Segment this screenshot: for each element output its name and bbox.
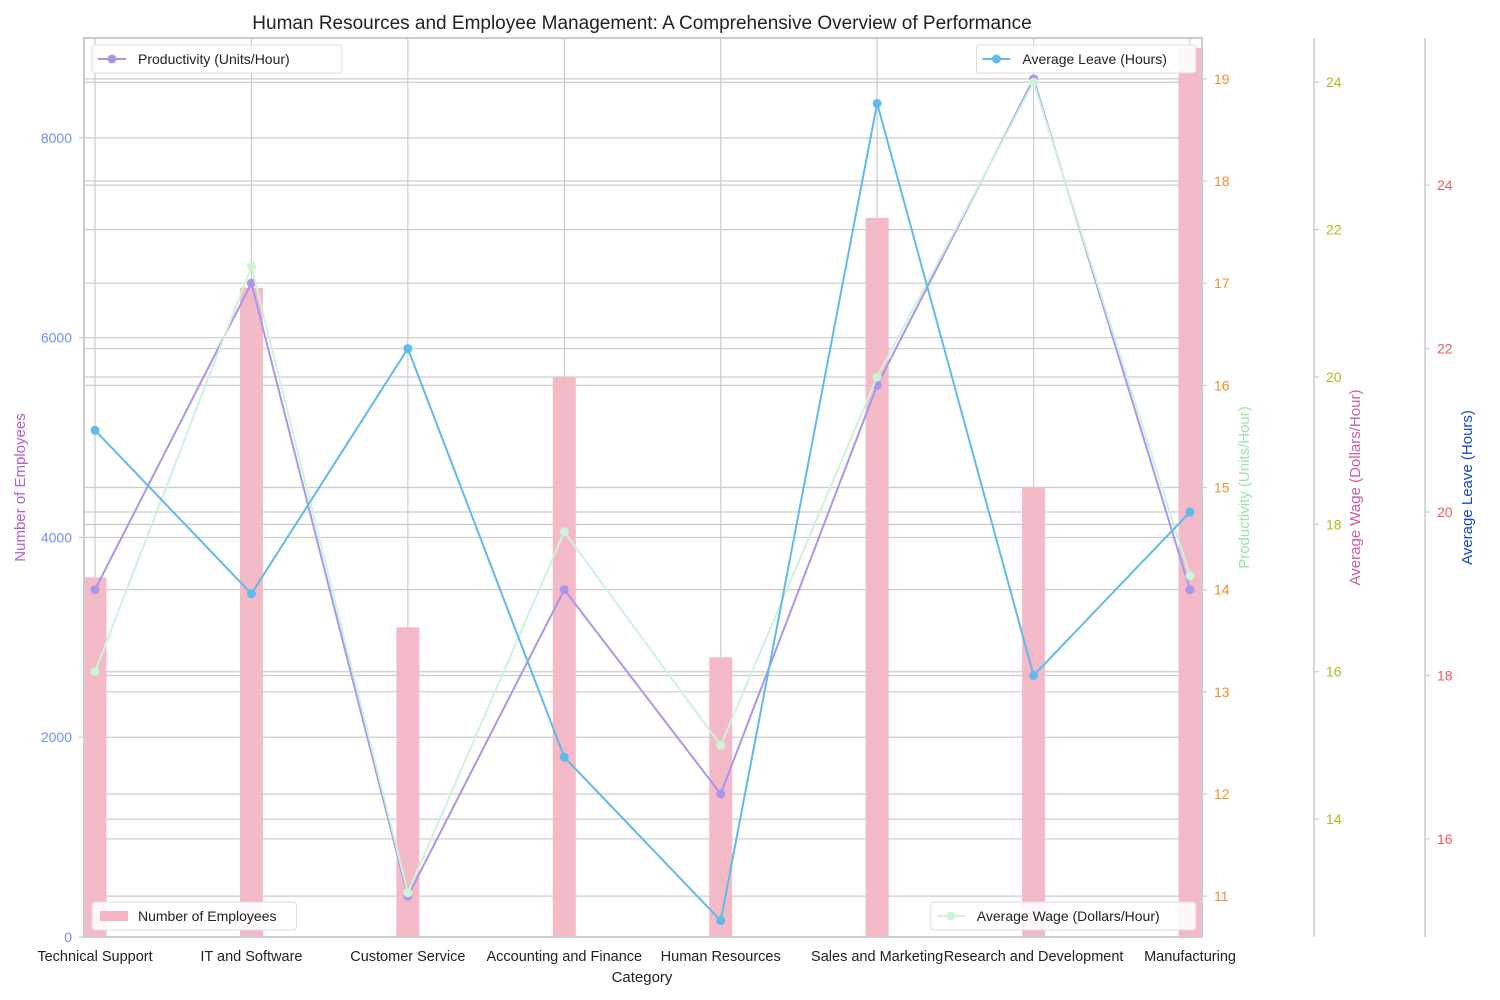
legend-frame bbox=[930, 901, 1197, 931]
data-point bbox=[1185, 507, 1195, 517]
tick-label: 16 bbox=[1214, 377, 1230, 393]
tick-label: 12 bbox=[1214, 786, 1230, 802]
tick-label: 17 bbox=[1214, 275, 1230, 291]
tick-label: 18 bbox=[1214, 173, 1230, 189]
tick-label: 20 bbox=[1437, 504, 1453, 520]
y-axis-label-employees: Number of Employees bbox=[12, 413, 29, 561]
tick-label: 4000 bbox=[41, 529, 72, 545]
tick-label: 22 bbox=[1437, 341, 1453, 357]
tick-label: 0 bbox=[64, 929, 72, 945]
data-point bbox=[716, 916, 726, 926]
data-point bbox=[246, 261, 256, 271]
legends: Productivity (Units/Hour) Average Leave (… bbox=[91, 44, 1197, 931]
y-axis-label-productivity: Productivity (Units/Hour) bbox=[1236, 406, 1253, 569]
legend-label: Productivity (Units/Hour) bbox=[138, 51, 290, 67]
x-tick-label: IT and Software bbox=[200, 949, 302, 965]
series-line bbox=[94, 79, 1191, 896]
x-tick-label: Manufacturing bbox=[1144, 949, 1236, 965]
data-point bbox=[1029, 77, 1039, 87]
tick-label: 18 bbox=[1326, 516, 1342, 532]
bar bbox=[396, 627, 420, 937]
x-tick-label: Customer Service bbox=[350, 949, 465, 965]
data-point bbox=[90, 425, 100, 435]
x-tick-label: Sales and Marketing bbox=[811, 949, 943, 965]
x-tick-label: Accounting and Finance bbox=[487, 949, 643, 965]
legend-label: Number of Employees bbox=[138, 908, 277, 924]
data-point bbox=[559, 527, 569, 537]
data-point bbox=[1029, 670, 1039, 680]
tick-label: 16 bbox=[1437, 831, 1453, 847]
line-series bbox=[90, 74, 1195, 926]
legend-bottom-left: Number of Employees bbox=[91, 901, 297, 931]
tick-label: 20 bbox=[1326, 369, 1342, 385]
tick-label: 15 bbox=[1214, 480, 1230, 496]
data-point bbox=[872, 372, 882, 382]
y-axis-label-leave: Average Leave (Hours) bbox=[1459, 410, 1476, 565]
grid-lines bbox=[84, 38, 1202, 938]
data-point bbox=[246, 589, 256, 599]
tick-label: 16 bbox=[1326, 664, 1342, 680]
x-tick-label: Technical Support bbox=[37, 949, 152, 965]
tick-label: 2000 bbox=[41, 729, 72, 745]
legend-frame bbox=[91, 44, 343, 74]
data-point bbox=[1185, 585, 1195, 595]
axes bbox=[79, 37, 1430, 938]
legend-marker bbox=[946, 911, 956, 921]
legend-marker bbox=[991, 54, 1001, 64]
bar bbox=[865, 217, 889, 938]
data-point bbox=[716, 740, 726, 750]
legend-top-right: Average Leave (Hours) bbox=[975, 44, 1197, 74]
data-point bbox=[716, 789, 726, 799]
bar bbox=[1022, 487, 1046, 937]
legend-frame bbox=[91, 901, 297, 931]
tick-label: 24 bbox=[1326, 74, 1342, 90]
legend-bottom-right: Average Wage (Dollars/Hour) bbox=[930, 901, 1197, 931]
data-point bbox=[403, 888, 413, 898]
bar bbox=[239, 287, 263, 937]
legend-swatch bbox=[100, 911, 128, 921]
tick-label: 19 bbox=[1214, 71, 1230, 87]
legend-label: Average Leave (Hours) bbox=[1022, 51, 1166, 67]
tick-label: 6000 bbox=[41, 330, 72, 346]
data-point bbox=[559, 585, 569, 595]
y-axis-label-wage: Average Wage (Dollars/Hour) bbox=[1347, 390, 1364, 586]
data-point bbox=[403, 344, 413, 354]
chart-title: Human Resources and Employee Management:… bbox=[252, 13, 1031, 34]
data-point bbox=[559, 752, 569, 762]
tick-label: 18 bbox=[1437, 667, 1453, 683]
tick-label: 13 bbox=[1214, 684, 1230, 700]
tick-label: 8000 bbox=[41, 130, 72, 146]
series-line bbox=[94, 103, 1191, 923]
bar bbox=[552, 377, 576, 938]
bar bbox=[83, 577, 107, 937]
tick-label: 22 bbox=[1326, 222, 1342, 238]
bar bbox=[1178, 47, 1202, 937]
tick-label: 11 bbox=[1214, 888, 1229, 904]
legend-top-left: Productivity (Units/Hour) bbox=[91, 44, 343, 74]
data-point bbox=[246, 278, 256, 288]
x-tick-label: Human Resources bbox=[661, 949, 781, 965]
x-axis-label: Category bbox=[612, 969, 673, 986]
data-point bbox=[872, 98, 882, 108]
data-point bbox=[1185, 571, 1195, 581]
legend-marker bbox=[107, 54, 117, 64]
tick-labels: 0 2000 4000 6000 8000 11 12 13 14 15 16 17 18 19 14 16 1… bbox=[37, 71, 1452, 965]
legend-frame bbox=[975, 44, 1197, 74]
data-point bbox=[90, 585, 100, 595]
legend-label: Average Wage (Dollars/Hour) bbox=[977, 908, 1160, 924]
data-point bbox=[90, 667, 100, 677]
tick-label: 14 bbox=[1214, 582, 1230, 598]
x-tick-label: Research and Development bbox=[944, 949, 1124, 965]
tick-label: 14 bbox=[1326, 811, 1342, 827]
tick-label: 24 bbox=[1437, 177, 1453, 193]
